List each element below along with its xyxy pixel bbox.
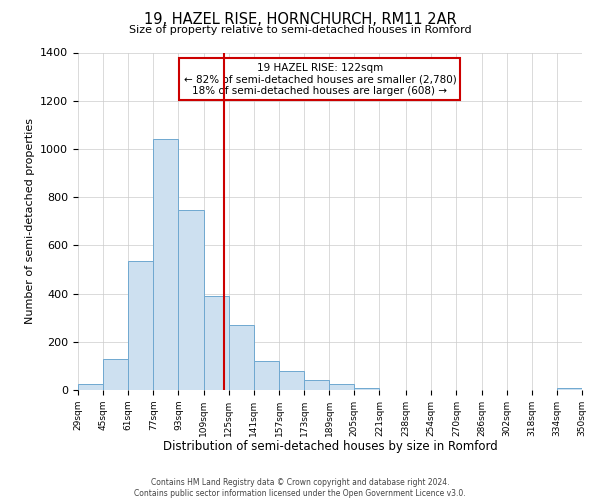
Bar (355, 388, 379, 390)
Bar (304, 380, 329, 390)
Text: Size of property relative to semi-detached houses in Romford: Size of property relative to semi-detach… (128, 25, 472, 35)
Bar (557, 388, 582, 390)
Text: 19 HAZEL RISE: 122sqm
← 82% of semi-detached houses are smaller (2,780)
18% of s: 19 HAZEL RISE: 122sqm ← 82% of semi-deta… (184, 62, 456, 96)
Y-axis label: Number of semi-detached properties: Number of semi-detached properties (25, 118, 35, 324)
Bar (78, 384, 103, 390)
Bar (329, 384, 355, 390)
Bar (178, 210, 203, 390)
Text: 19, HAZEL RISE, HORNCHURCH, RM11 2AR: 19, HAZEL RISE, HORNCHURCH, RM11 2AR (143, 12, 457, 28)
Bar (128, 261, 154, 390)
Bar (103, 358, 128, 390)
Bar (154, 140, 178, 390)
X-axis label: Distribution of semi-detached houses by size in Romford: Distribution of semi-detached houses by … (163, 440, 497, 454)
Bar (254, 361, 279, 390)
Bar (279, 370, 304, 390)
Text: Contains HM Land Registry data © Crown copyright and database right 2024.
Contai: Contains HM Land Registry data © Crown c… (134, 478, 466, 498)
Bar (203, 296, 229, 390)
Bar (229, 325, 254, 390)
